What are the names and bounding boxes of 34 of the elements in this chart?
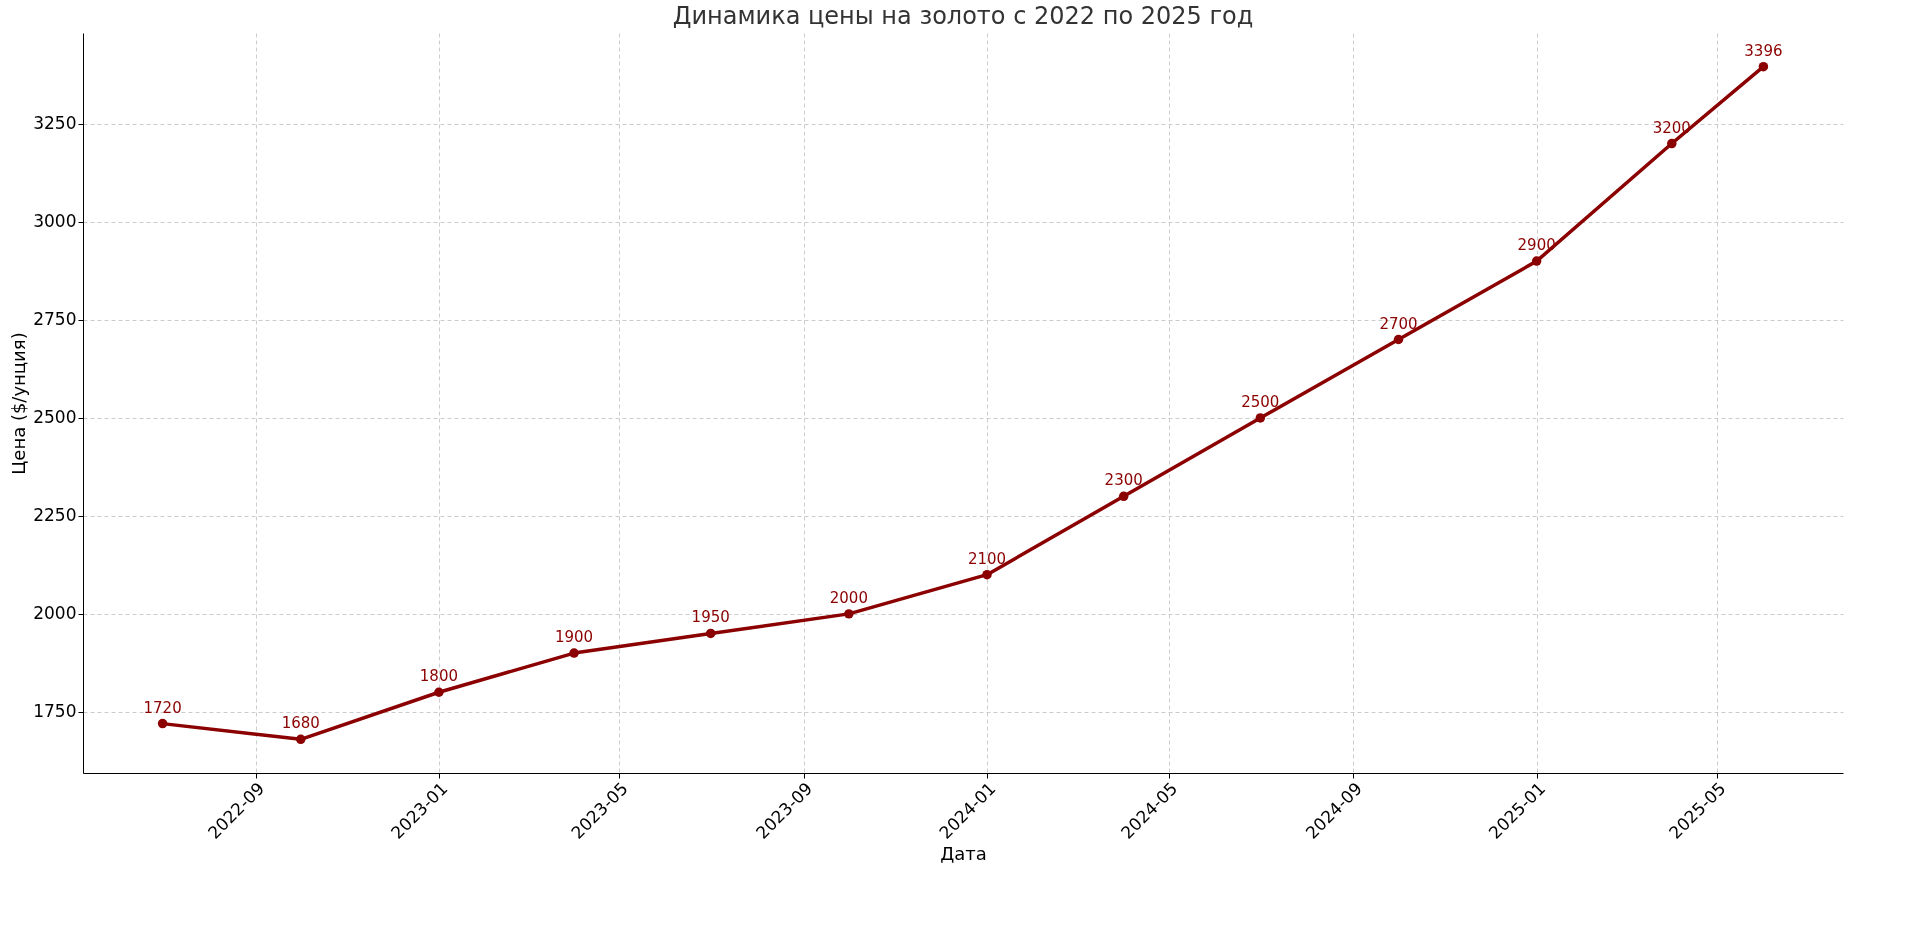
data-label: 2100 [967,549,1007,568]
data-label: 2700 [1379,314,1418,333]
point [157,718,168,729]
point [705,628,716,639]
y-tick-label: 3000 [33,211,77,232]
point [1667,138,1677,149]
point [1118,491,1129,502]
point [1255,413,1266,423]
y-tick-label: 2750 [33,309,77,330]
point [434,687,444,697]
point [569,648,579,658]
data-label: 2000 [829,588,868,607]
data-label: 2300 [1104,471,1143,490]
point [296,734,306,745]
point [982,569,992,580]
y-tick-label: 3250 [33,113,77,134]
data-label: 1800 [419,667,458,686]
data-label: 1900 [554,628,594,647]
x-axis-title: Дата [940,843,987,865]
y-tick-label: 2250 [33,505,77,526]
data-label: 3396 [1744,41,1783,60]
y-tick-label: 1750 [33,701,77,722]
chart-title: Динамика цены на золото с 2022 по 2025 год [672,2,1254,30]
point [1758,61,1769,72]
point [1393,334,1404,345]
y-axis-title: Цена ($/унция) [8,332,30,475]
point [844,609,854,619]
point [1531,256,1542,266]
data-label: 2500 [1241,392,1280,411]
y-tick-label: 2500 [33,407,77,428]
data-label: 1680 [281,714,320,733]
data-label: 1950 [691,608,730,627]
y-tick-label: 2000 [33,603,77,624]
data-label: 1720 [143,698,182,717]
